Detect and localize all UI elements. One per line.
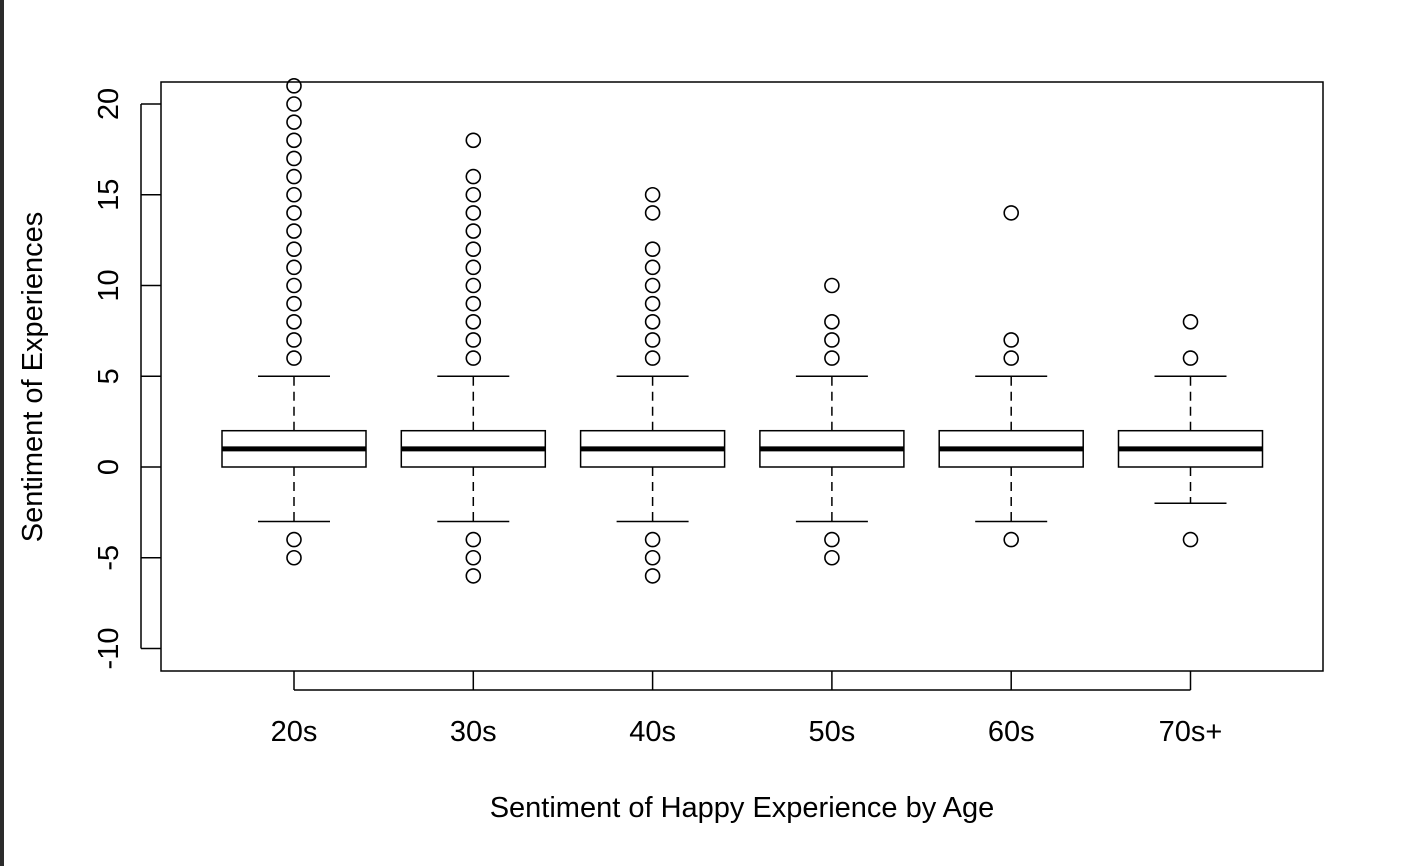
plot-area-border [160,81,1324,672]
outlier-point [286,114,302,130]
outlier-point [286,223,302,239]
outlier-point [465,205,482,221]
x-axis-label: Sentiment of Happy Experience by Age [490,792,995,824]
x-tick-label: 20s [271,716,318,748]
outlier-point [465,259,482,276]
boxplot-chart: -10 -5 0 5 10 15 20 20s 30s 40s 50s 60s 70s+ Sentim… [17,78,1324,824]
x-tick-label: 50s [809,716,856,748]
outlier-point [465,223,482,239]
outlier-point [644,295,661,312]
outlier-point [286,132,302,149]
y-tick-label: -5 [93,545,125,571]
outlier-point [286,549,302,566]
outlier-point [286,150,302,167]
y-tick-label: 15 [93,179,125,211]
chart-frame: -10 -5 0 5 10 15 20 20s 30s 40s 50s 60s 70s+ Sentim… [4,0,1410,866]
outlier-point [286,531,302,548]
outlier-point [465,350,482,366]
outlier-point [465,313,482,330]
outlier-point [465,132,482,149]
outlier-point [286,96,302,112]
outlier-point [644,313,661,330]
outlier-point [286,332,302,348]
outlier-point [824,313,840,330]
outlier-point [1003,332,1020,348]
outlier-point [286,186,302,203]
outlier-point [286,241,302,257]
outlier-point [465,568,482,584]
outlier-point [644,531,661,548]
x-tick-label: 30s [450,716,497,748]
y-tick-label: 5 [93,368,125,384]
x-tick-label: 60s [988,716,1035,748]
outlier-point [644,350,661,366]
outlier-point [465,295,482,312]
boxes-group [221,78,1264,584]
outlier-point [824,531,840,548]
outlier-point [1003,350,1020,366]
outlier-point [644,277,661,294]
outlier-point [1003,205,1020,221]
outlier-point [644,332,661,348]
outlier-point [465,186,482,203]
box-40s [579,186,726,584]
outlier-point [1182,313,1199,330]
outlier-point [286,277,302,294]
y-tick-label: 20 [93,88,125,120]
x-axis: 20s 30s 40s 50s 60s 70s+ [271,671,1223,748]
outlier-point [465,241,482,257]
outlier-point [286,168,302,185]
outlier-point [465,531,482,548]
outlier-point [824,350,840,366]
outlier-point [824,277,840,294]
outlier-point [824,332,840,348]
outlier-point [465,168,482,185]
outlier-point [1003,531,1020,548]
box-30s [400,132,547,584]
outlier-point [1182,350,1199,366]
outlier-point [286,205,302,221]
outlier-point [286,259,302,276]
box-20s [221,78,367,566]
box-70s+ [1117,313,1264,548]
outlier-point [286,313,302,330]
outlier-point [824,549,840,566]
box-60s [938,205,1084,548]
y-axis-label: Sentiment of Experiences [17,212,49,542]
outlier-point [644,205,661,221]
y-axis: -10 -5 0 5 10 15 20 [93,88,161,670]
box-50s [759,277,905,566]
outlier-point [465,277,482,294]
y-tick-label: -10 [93,628,125,670]
y-tick-label: 0 [93,459,125,475]
outlier-point [286,350,302,366]
outlier-point [1182,531,1199,548]
outlier-point [644,186,661,203]
y-tick-label: 10 [93,269,125,301]
outlier-point [286,78,302,94]
outlier-point [465,549,482,566]
outlier-point [644,241,661,257]
outlier-point [644,568,661,584]
x-tick-label: 70s+ [1159,716,1223,748]
outlier-point [465,332,482,348]
outlier-point [644,259,661,276]
x-tick-label: 40s [629,716,676,748]
outlier-point [644,549,661,566]
outlier-point [286,295,302,312]
